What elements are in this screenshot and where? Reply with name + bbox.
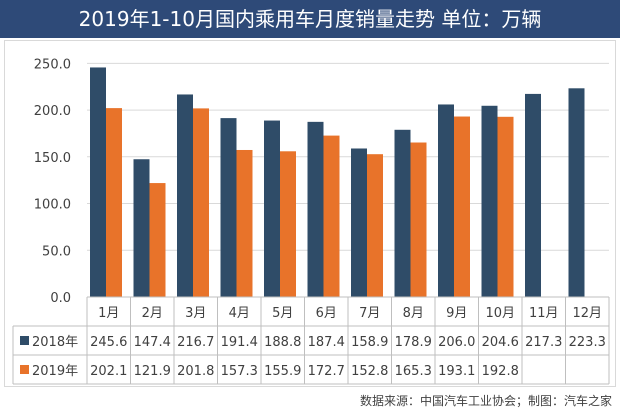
data-label: 187.4 [308,335,345,350]
bar-series1 [481,105,498,297]
x-tick-label: 11月 [529,306,559,321]
bar-series2 [497,116,514,297]
data-label: 157.3 [221,364,258,379]
chart-title: 2019年1-10月国内乘用车月度销量走势 单位：万辆 [0,0,620,38]
data-label: 152.8 [351,364,388,379]
data-label: 147.4 [134,335,171,350]
data-label: 121.9 [134,364,171,379]
x-tick-label: 8月 [403,306,424,321]
bar-series2 [410,142,427,297]
data-label: 172.7 [308,364,345,379]
y-tick-label: 100.0 [34,198,71,213]
data-label: 178.9 [395,335,432,350]
bar-series1 [90,67,106,297]
bar-series2 [149,183,166,297]
bar-series1 [177,94,193,297]
data-label: 158.9 [351,335,388,350]
bar-series2 [454,116,470,297]
data-label: 192.8 [482,364,519,379]
data-label: 245.6 [90,335,127,350]
x-tick-label: 7月 [359,306,380,321]
bar-chart: 0.0 50.0 100.0 150.0 200.0 250.0 1月 2月 3月 4月 5月 6月 7… [12,57,610,385]
chart-panel: 0.0 50.0 100.0 150.0 200.0 250.0 1月 2月 3月 4月 5月 6月 7… [4,40,616,387]
bar-series1 [394,129,411,297]
x-tick-label: 3月 [185,306,206,321]
bar-series2 [106,108,122,297]
x-tick-label: 4月 [229,306,250,321]
y-tick-label: 0.0 [50,291,71,306]
x-tick-label: 2月 [142,306,163,321]
legend-label: 2018年 [32,335,78,350]
y-tick-label: 200.0 [34,104,71,119]
data-label: 201.8 [177,364,214,379]
bar-series1 [568,88,585,297]
data-label: 191.4 [221,335,258,350]
bar-series1 [133,159,150,297]
x-tick-label: 9月 [446,306,467,321]
bar-series1 [351,148,367,297]
x-tick-label: 6月 [316,306,337,321]
legend-swatch [20,365,29,374]
data-label: 193.1 [438,364,475,379]
data-label: 223.3 [569,335,606,350]
data-label: 217.3 [525,335,562,350]
legend-swatch [20,336,29,345]
data-label: 202.1 [90,364,127,379]
data-label: 216.7 [177,335,214,350]
x-tick-label: 5月 [272,306,293,321]
x-tick-label: 1月 [98,306,119,321]
bar-series1 [307,121,324,297]
data-label: 206.0 [438,335,475,350]
x-tick-label: 10月 [485,306,515,321]
legend-label: 2019年 [32,364,78,379]
data-label: 204.6 [482,335,519,350]
y-tick-label: 150.0 [34,151,71,166]
data-label: 155.9 [264,364,301,379]
bar-series2 [280,151,296,297]
bar-series1 [525,93,541,297]
bar-series2 [323,135,340,297]
bar-series2 [236,149,253,297]
bar-series1 [264,120,280,297]
x-tick-label: 12月 [572,306,602,321]
y-tick-label: 50.0 [42,244,71,259]
y-tick-label: 250.0 [34,57,71,72]
data-label: 165.3 [395,364,432,379]
bar-series2 [367,154,383,297]
bar-series1 [220,118,237,297]
data-label: 188.8 [264,335,301,350]
data-source-note: 数据来源：中国汽车工业协会；制图：汽车之家 [359,394,612,408]
bar-series2 [193,108,209,297]
bar-series1 [438,104,454,297]
